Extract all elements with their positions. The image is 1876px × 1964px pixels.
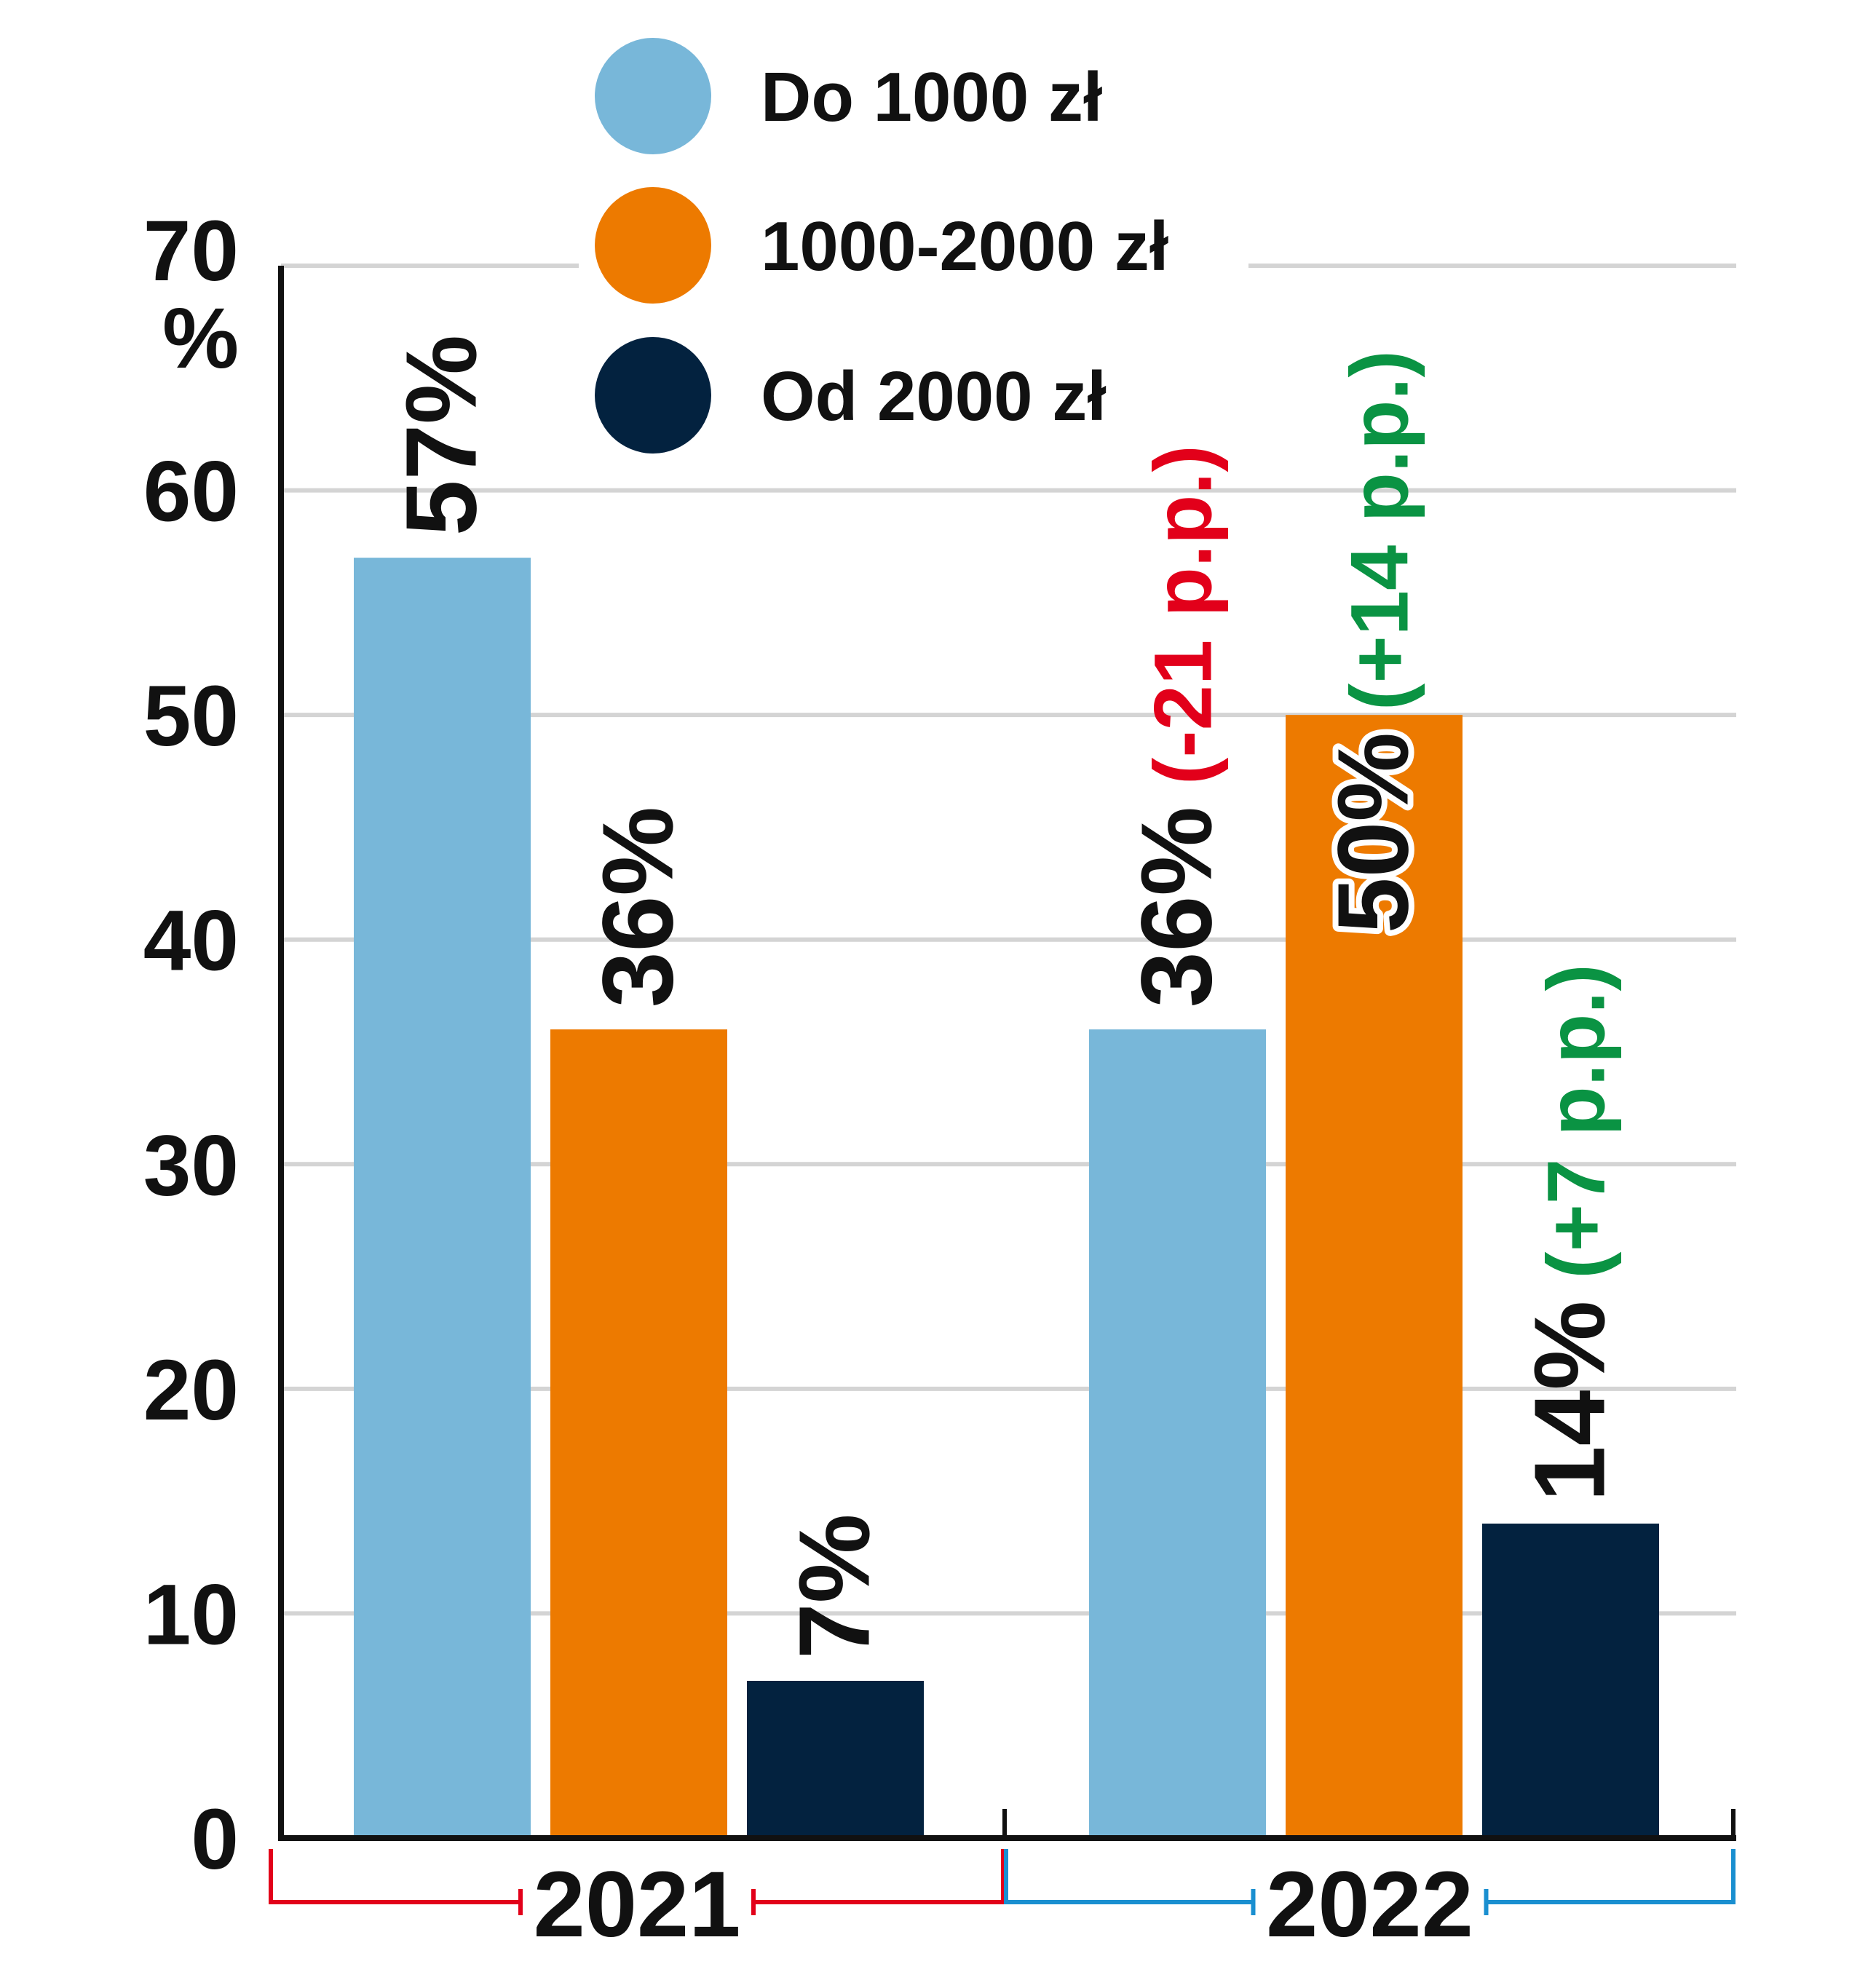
y-tick-label: 70 <box>143 203 239 299</box>
legend: Do 1000 zł 1000-2000 zł Od 2000 zł <box>579 38 1248 454</box>
y-tick-labels: 0 10 20 30 40 50 60 70% <box>143 203 239 1888</box>
value-percent: 14% <box>1514 1301 1626 1502</box>
legend-swatch <box>595 38 711 154</box>
y-tick-label: 60 <box>143 444 239 540</box>
legend-label: Do 1000 zł <box>761 58 1103 136</box>
bar-2022-3 <box>1482 1524 1659 1838</box>
y-tick-label: 10 <box>143 1567 239 1663</box>
value-label: 50% (+14 p.p.) <box>1318 350 1430 933</box>
y-tick-label: 40 <box>143 893 239 989</box>
value-percent: 36% <box>1121 807 1233 1007</box>
value-label: 36% <box>582 807 694 1007</box>
value-label: 57% <box>386 335 498 536</box>
y-unit-label: % <box>162 290 239 387</box>
year-bracket-2022: 2022 <box>1004 1849 1736 1957</box>
y-tick-label: 0 <box>191 1791 239 1888</box>
legend-label: 1000-2000 zł <box>761 207 1168 285</box>
change-label: (-21 p.p.) <box>1138 445 1229 785</box>
bar-2021-1 <box>354 558 531 1839</box>
legend-item-1: Do 1000 zł <box>579 38 1248 154</box>
x-axis-year-labels: 2021 2022 <box>269 1849 1736 1957</box>
change-label: (+7 p.p.) <box>1531 964 1622 1278</box>
year-bracket-2021: 2021 <box>269 1849 1005 1957</box>
year-label-2021: 2021 <box>534 1853 741 1957</box>
bars <box>354 558 1659 1839</box>
axes <box>278 266 1736 1841</box>
y-tick-label: 50 <box>143 668 239 764</box>
y-tick-label: 20 <box>143 1342 239 1438</box>
bar-2021-3 <box>747 1681 924 1838</box>
value-label: 36% (-21 p.p.) <box>1121 445 1233 1007</box>
value-label: 7% <box>779 1514 891 1659</box>
value-percent: 57% <box>386 335 498 536</box>
value-labels: 57% 36% (-21 p.p.) 36% 50% (+14 p.p.) 7% 14% (+7… <box>386 335 1626 1659</box>
bar-2022-2 <box>1286 715 1463 1839</box>
legend-label: Od 2000 zł <box>761 357 1107 435</box>
change-label: (+14 p.p.) <box>1334 350 1425 710</box>
legend-swatch <box>595 187 711 304</box>
legend-item-3: Od 2000 zł <box>579 337 1248 454</box>
legend-swatch <box>595 337 711 454</box>
value-percent: 36% <box>582 807 694 1007</box>
value-label: 14% (+7 p.p.) <box>1514 964 1626 1502</box>
y-tick-label: 30 <box>143 1117 239 1213</box>
year-label-2022: 2022 <box>1266 1853 1473 1957</box>
value-percent: 50% <box>1318 732 1430 933</box>
value-percent: 7% <box>779 1514 891 1659</box>
bar-2021-2 <box>550 1029 727 1838</box>
legend-item-2: 1000-2000 zł <box>579 187 1248 304</box>
bar-2022-1 <box>1089 1029 1266 1838</box>
